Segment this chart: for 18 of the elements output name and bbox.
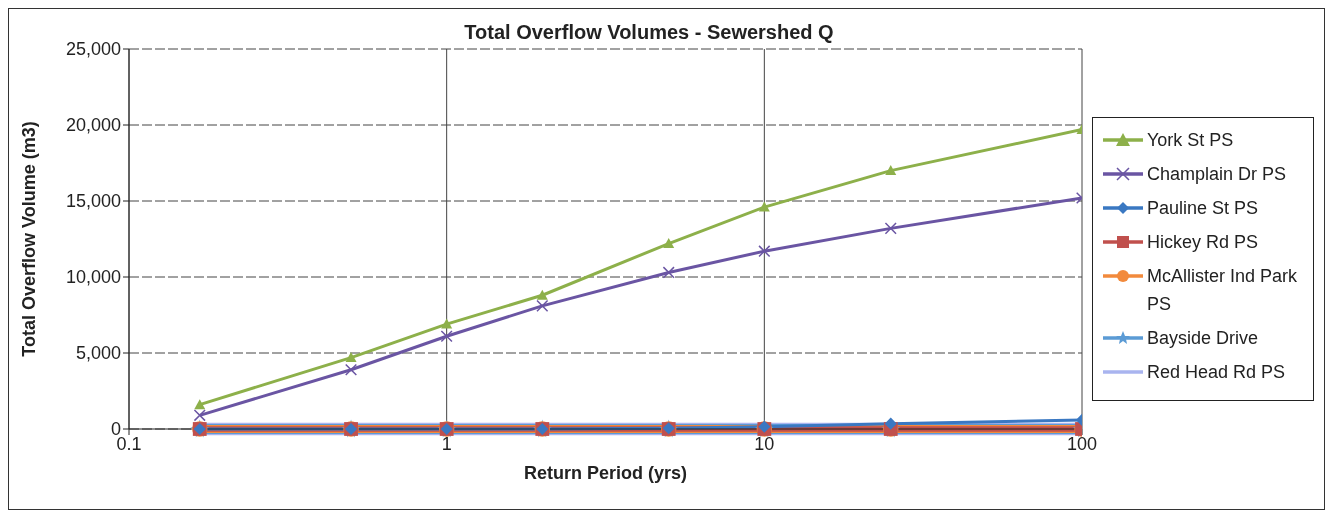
legend-label: Red Head Rd PS: [1147, 361, 1286, 384]
y-tick-label: 25,000: [65, 39, 121, 60]
y-tick-label: 5,000: [75, 343, 121, 364]
legend-label: McAllister Ind Park PS: [1147, 265, 1299, 316]
chart-title: Total Overflow Volumes - Sewershed Q: [464, 21, 834, 43]
legend-label: Pauline St PS: [1147, 197, 1259, 220]
legend-label: Hickey Rd PS: [1147, 231, 1259, 254]
legend-label: Champlain Dr PS: [1147, 163, 1287, 186]
x-tick-label: 1: [441, 433, 452, 454]
x-tick-label: 10: [754, 433, 775, 454]
y-axis-title: Total Overflow Volume (m3): [19, 121, 40, 357]
y-tick-label: 20,000: [65, 115, 121, 136]
legend-label: Bayside Drive: [1147, 327, 1259, 350]
y-tick-label: 10,000: [65, 267, 121, 288]
x-tick-label: 100: [1066, 433, 1098, 454]
y-tick-label: 15,000: [65, 191, 121, 212]
x-axis-title: Return Period (yrs): [523, 463, 688, 483]
legend-label: York St PS: [1147, 129, 1234, 152]
